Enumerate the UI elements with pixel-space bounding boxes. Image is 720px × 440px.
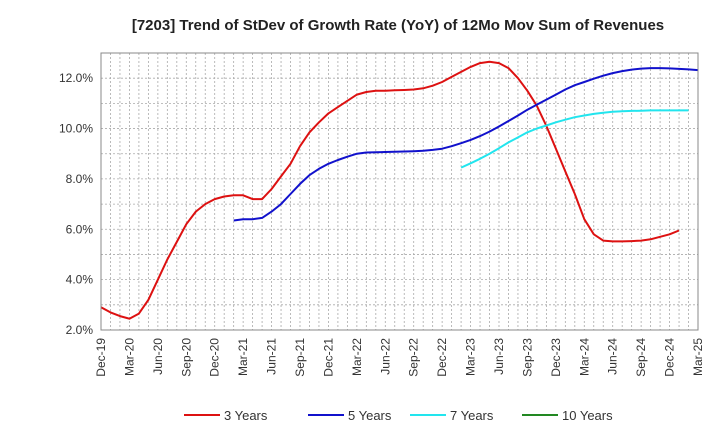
y-axis-ticks: 2.0% 4.0% 6.0% 8.0% 10.0% 12.0%: [59, 71, 93, 337]
x-tick-label: Sep-20: [179, 338, 193, 377]
x-tick-label: Dec-21: [321, 338, 335, 377]
x-tick-label: Dec-19: [94, 338, 108, 377]
legend-label: 10 Years: [562, 408, 613, 423]
x-tick-label: Mar-25: [691, 338, 705, 376]
plot-frame: [100, 52, 699, 331]
y-tick-label: 12.0%: [59, 71, 93, 85]
series-lines: [100, 60, 699, 320]
series-line-3-years: [100, 60, 680, 320]
x-tick-label: Dec-23: [549, 338, 563, 377]
x-tick-label: Jun-20: [151, 338, 165, 375]
x-tick-label: Jun-21: [265, 338, 279, 375]
x-tick-label: Dec-20: [208, 338, 222, 377]
x-tick-label: Jun-22: [378, 338, 392, 375]
y-tick-label: 8.0%: [66, 172, 94, 186]
x-tick-label: Jun-24: [606, 338, 620, 375]
x-tick-label: Mar-21: [236, 338, 250, 376]
chart-title: [7203] Trend of StDev of Growth Rate (Yo…: [132, 17, 664, 34]
y-tick-label: 6.0%: [66, 222, 94, 236]
y-tick-label: 10.0%: [59, 122, 93, 136]
x-axis-ticks: Dec-19 Mar-20 Jun-20 Sep-20 Dec-20 Mar-21 Jun-…: [94, 338, 705, 377]
x-tick-label: Sep-23: [520, 338, 534, 377]
legend: 3 Years 5 Years 7 Years 10 Years: [184, 408, 613, 423]
x-tick-label: Jun-23: [492, 338, 506, 375]
legend-label: 7 Years: [450, 408, 494, 423]
x-tick-label: Mar-24: [577, 338, 591, 376]
x-tick-label: Mar-22: [350, 338, 364, 376]
x-tick-label: Dec-24: [663, 338, 677, 377]
legend-label: 5 Years: [348, 408, 392, 423]
x-tick-label: Sep-24: [634, 338, 648, 377]
x-tick-label: Mar-20: [122, 338, 136, 376]
series-line-5-years: [233, 67, 699, 222]
legend-label: 3 Years: [224, 408, 268, 423]
x-tick-label: Sep-21: [293, 338, 307, 377]
x-tick-label: Sep-22: [407, 338, 421, 377]
x-tick-label: Mar-23: [464, 338, 478, 376]
grid: [101, 52, 698, 331]
y-tick-label: 2.0%: [66, 323, 94, 337]
series-line-7-years: [460, 109, 689, 169]
x-tick-label: Dec-22: [435, 338, 449, 377]
y-tick-label: 4.0%: [66, 273, 94, 287]
